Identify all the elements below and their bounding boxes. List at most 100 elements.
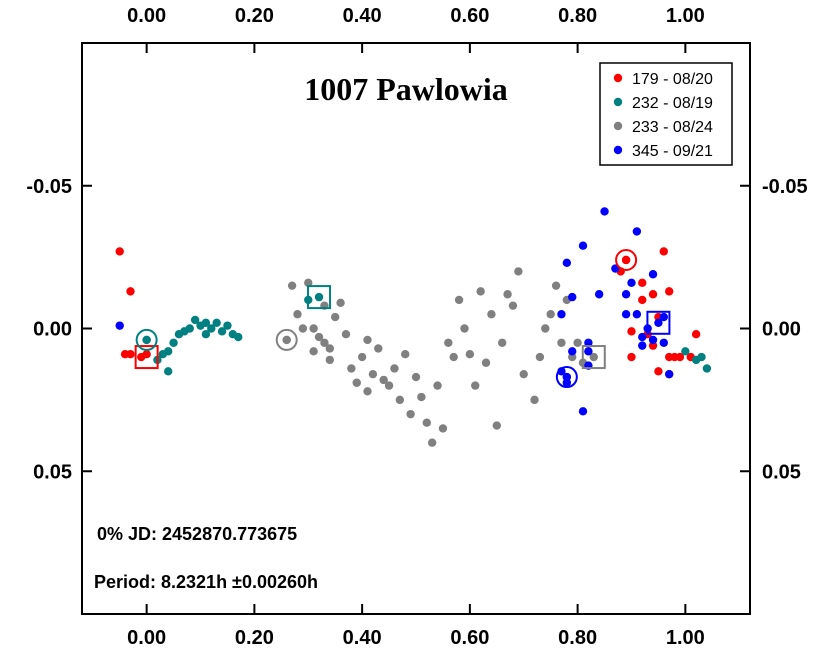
data-point-series-0 bbox=[675, 352, 685, 362]
period-label: Period: 8.2321h ±0.00260h bbox=[94, 572, 318, 592]
end-square-marker bbox=[581, 345, 606, 370]
data-point-series-1 bbox=[314, 292, 324, 302]
x-tick-label-top: 0.80 bbox=[558, 5, 597, 27]
end-marker-dot bbox=[621, 255, 631, 265]
data-point-series-2 bbox=[336, 298, 345, 308]
data-point-series-2 bbox=[449, 352, 458, 362]
data-point-series-3 bbox=[659, 312, 669, 322]
zero-epoch-label: 0% JD: 2452870.773675 bbox=[97, 524, 297, 544]
data-point-series-0 bbox=[654, 367, 663, 376]
legend-label: 233 - 08/24 bbox=[632, 119, 713, 136]
data-point-series-2 bbox=[401, 349, 410, 359]
data-points bbox=[115, 207, 712, 447]
y-tick-label-left: 0.05 bbox=[33, 461, 72, 483]
epoch-markers bbox=[134, 248, 671, 389]
data-point-series-2 bbox=[384, 381, 394, 390]
data-point-series-2 bbox=[298, 324, 308, 333]
data-point-series-2 bbox=[487, 310, 496, 319]
data-point-series-2 bbox=[438, 424, 448, 433]
data-point-series-1 bbox=[201, 330, 211, 339]
data-point-series-2 bbox=[314, 332, 324, 342]
data-point-series-2 bbox=[427, 438, 437, 447]
y-tick-label-right: 0.00 bbox=[762, 319, 801, 341]
data-point-series-3 bbox=[627, 278, 636, 288]
data-point-series-2 bbox=[535, 352, 545, 362]
data-point-series-2 bbox=[422, 418, 431, 427]
data-point-series-3 bbox=[578, 241, 588, 250]
data-point-series-3 bbox=[654, 318, 663, 327]
data-point-series-3 bbox=[115, 321, 124, 330]
legend: 179 - 08/20 232 - 08/19 233 - 08/24 345 - 0… bbox=[599, 62, 733, 166]
data-point-series-2 bbox=[325, 355, 335, 365]
x-tick-label-top: 1.00 bbox=[666, 5, 705, 27]
data-point-series-2 bbox=[309, 347, 318, 356]
data-point-series-3 bbox=[632, 227, 642, 236]
data-point-series-0 bbox=[664, 287, 674, 296]
data-point-series-3 bbox=[621, 310, 631, 319]
data-point-series-2 bbox=[320, 338, 329, 347]
data-point-series-1 bbox=[207, 324, 216, 333]
data-point-series-2 bbox=[395, 395, 405, 405]
data-point-series-2 bbox=[454, 295, 464, 305]
data-point-series-1 bbox=[697, 352, 706, 362]
data-point-series-3 bbox=[659, 338, 669, 347]
data-point-series-3 bbox=[578, 407, 588, 416]
data-point-series-1 bbox=[212, 318, 221, 327]
start-circle-marker bbox=[135, 328, 158, 351]
data-point-series-2 bbox=[352, 378, 361, 387]
data-point-series-1 bbox=[217, 327, 227, 336]
x-tick-label-bottom: 0.20 bbox=[235, 627, 274, 649]
end-circle-marker bbox=[555, 366, 578, 389]
data-point-series-2 bbox=[481, 358, 491, 367]
data-point-series-3 bbox=[638, 332, 647, 342]
data-point-series-3 bbox=[638, 341, 647, 350]
x-tick-label-bottom: 0.80 bbox=[558, 627, 597, 649]
data-point-series-0 bbox=[638, 278, 647, 288]
start-marker-dot bbox=[142, 335, 151, 345]
data-point-series-2 bbox=[573, 338, 582, 347]
legend-box bbox=[599, 62, 733, 166]
data-point-series-2 bbox=[508, 301, 518, 310]
x-tick-label-bottom: 0.60 bbox=[450, 627, 489, 649]
data-point-series-2 bbox=[497, 338, 507, 347]
data-point-series-3 bbox=[648, 335, 658, 345]
data-point-series-2 bbox=[287, 281, 297, 290]
data-point-series-2 bbox=[347, 364, 356, 373]
start-circle-marker bbox=[275, 328, 298, 351]
data-point-series-2 bbox=[514, 267, 523, 276]
data-point-series-2 bbox=[476, 287, 485, 296]
data-point-series-2 bbox=[379, 375, 388, 385]
data-point-series-2 bbox=[492, 421, 502, 430]
data-point-series-2 bbox=[530, 395, 539, 405]
data-point-series-0 bbox=[648, 290, 658, 299]
data-point-series-2 bbox=[546, 310, 555, 319]
data-point-series-2 bbox=[541, 324, 550, 333]
data-point-series-2 bbox=[357, 352, 367, 362]
data-point-series-0 bbox=[126, 349, 135, 359]
data-point-series-2 bbox=[406, 409, 415, 419]
y-tick-label-right: 0.05 bbox=[762, 461, 801, 483]
x-tick-label-bottom: 0.40 bbox=[343, 627, 382, 649]
data-point-series-2 bbox=[589, 352, 598, 362]
data-point-series-0 bbox=[627, 327, 636, 336]
data-point-series-3 bbox=[594, 290, 604, 299]
data-point-series-0 bbox=[115, 247, 124, 256]
data-point-series-0 bbox=[691, 330, 701, 339]
data-point-series-1 bbox=[702, 364, 712, 373]
data-point-series-0 bbox=[142, 349, 151, 359]
data-point-series-2 bbox=[551, 281, 561, 290]
x-tick-label-top: 0.00 bbox=[127, 5, 166, 27]
data-point-series-2 bbox=[363, 335, 372, 345]
data-point-series-3 bbox=[562, 258, 572, 268]
legend-label: 232 - 08/19 bbox=[632, 95, 713, 112]
data-point-series-0 bbox=[638, 295, 647, 305]
data-point-series-2 bbox=[330, 312, 340, 322]
data-point-series-1 bbox=[185, 324, 194, 333]
data-point-series-3 bbox=[568, 292, 577, 302]
legend-swatch bbox=[613, 97, 623, 107]
x-tick-label-top: 0.60 bbox=[450, 5, 489, 27]
data-point-series-2 bbox=[293, 310, 302, 319]
data-point-series-2 bbox=[309, 324, 318, 333]
data-point-series-3 bbox=[621, 290, 631, 299]
